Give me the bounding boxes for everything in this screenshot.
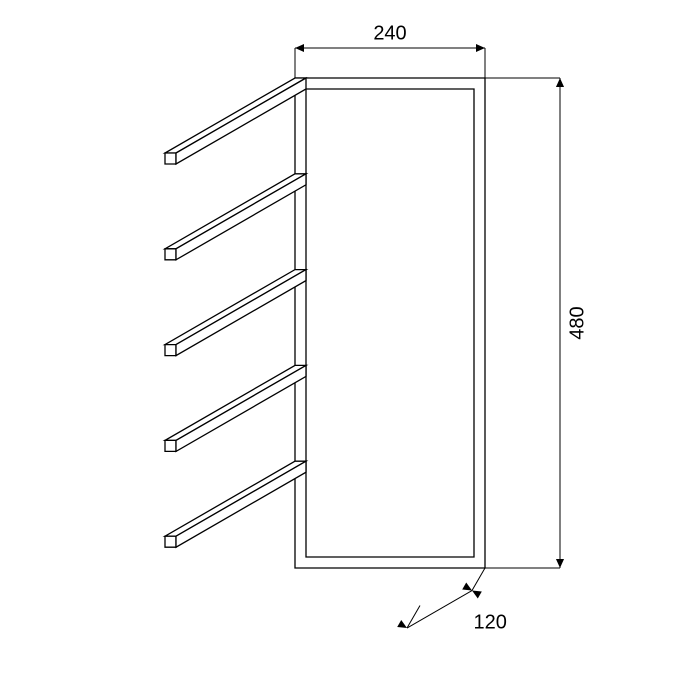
technical-drawing: 240 480 120 [0,0,700,700]
rack-outline [165,78,485,568]
dim-width-label: 240 [373,22,406,44]
dim-height-label: 480 [566,306,588,339]
dim-depth-label: 120 [474,612,507,634]
